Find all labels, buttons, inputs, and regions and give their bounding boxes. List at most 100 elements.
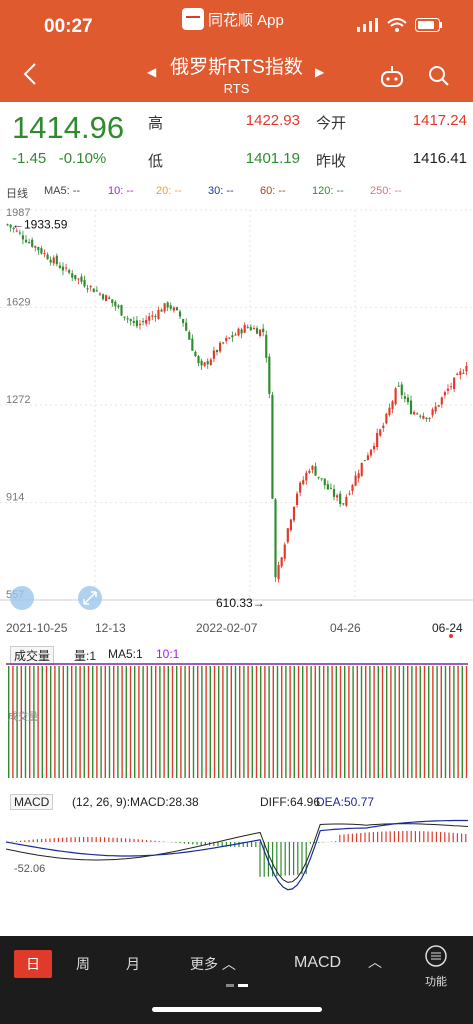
volume-bar [117, 666, 119, 778]
period-month-tab[interactable]: 月 [126, 956, 140, 972]
volume-chart[interactable]: 成交量 [0, 662, 473, 780]
candle-body [409, 400, 413, 415]
volume-bar [129, 666, 132, 778]
indicator-label: MACD [294, 954, 342, 971]
volume-bar [310, 666, 312, 778]
candle-body [382, 425, 385, 429]
candle-body [37, 246, 40, 251]
status-app-link[interactable]: 同花顺 App [182, 8, 284, 30]
volume-bar [16, 666, 18, 778]
candle-body [92, 288, 95, 293]
candle-body [83, 280, 86, 287]
status-bar: 00:27 同花顺 App [0, 0, 473, 50]
candle-body [336, 495, 339, 498]
period-week-tab[interactable]: 周 [76, 956, 90, 972]
volume-bar [33, 666, 35, 778]
volume-bar [352, 666, 354, 778]
volume-bar [205, 666, 207, 778]
volume-bar [159, 666, 161, 778]
candle-body [114, 301, 117, 307]
prev-index-arrow-icon[interactable]: ◀ [147, 65, 157, 79]
macd-selector[interactable]: MACD [10, 794, 54, 810]
x-tick-label: 12-13 [95, 621, 126, 635]
candle-body [332, 489, 336, 497]
candle-body [342, 503, 345, 505]
candle-body [255, 328, 259, 334]
candle-body [123, 316, 126, 318]
period-day-tab[interactable]: 日 [14, 950, 52, 978]
x-tick-label: 2021-10-25 [6, 621, 68, 635]
candle-body [141, 321, 145, 323]
function-button[interactable]: 功能 [420, 944, 452, 989]
candle-body [225, 338, 228, 342]
more-periods-button[interactable]: 更多 ︿ [178, 950, 248, 978]
volume-bar [58, 666, 60, 778]
price-chart[interactable]: 1987162912729145572021-10-2512-132022-02… [0, 200, 473, 640]
candle-body [68, 270, 71, 273]
volume-bar [113, 666, 115, 778]
candle-body [357, 473, 360, 479]
candle-body [249, 327, 252, 330]
candle-body [129, 319, 132, 321]
ma120-label: 120: -- [312, 185, 344, 197]
wifi-icon [387, 18, 407, 32]
search-icon[interactable] [428, 65, 450, 92]
next-index-arrow-icon[interactable]: ▶ [315, 65, 325, 79]
page-subtitle: RTS [223, 81, 250, 96]
candle-body [456, 373, 459, 376]
macd-chart[interactable]: -52.06 [0, 812, 473, 932]
volume-bar [432, 666, 434, 778]
volume-bar [255, 666, 258, 778]
price-change: -1.45 -0.10% [12, 150, 106, 167]
ma20-label: 20: -- [156, 185, 182, 197]
indicator-chevron-up-icon[interactable]: ︿ [368, 954, 382, 970]
y-tick-label: 914 [6, 492, 24, 504]
candle-body [191, 338, 194, 351]
candle-body [351, 485, 354, 492]
x-tick-label: 06-24 [432, 621, 463, 635]
volume-bar [335, 666, 337, 778]
robot-icon[interactable] [380, 66, 404, 93]
volume-bar [348, 666, 350, 778]
candle-body [126, 318, 129, 320]
candle-body [320, 478, 323, 480]
candle-body [169, 305, 172, 309]
back-icon[interactable] [22, 62, 38, 93]
candle-body [157, 309, 160, 319]
candle-body [6, 224, 9, 226]
candle-body [305, 472, 308, 481]
app-logo-icon [182, 8, 204, 30]
volume-bar [192, 666, 195, 778]
volume-bar [386, 666, 388, 778]
candle-body [437, 405, 440, 407]
indicator-selector[interactable]: MACD [294, 954, 341, 972]
candle-body [363, 460, 366, 462]
volume-bar [394, 666, 396, 778]
volume-bar [71, 666, 73, 778]
title-block: 俄罗斯RTS指数 RTS [0, 52, 473, 96]
signal-icon [357, 18, 378, 32]
candle-body [132, 320, 135, 323]
candle-body [148, 316, 151, 321]
volume-bar [213, 666, 216, 778]
candle-body [151, 315, 154, 317]
candle-body [360, 462, 363, 476]
volume-bar [226, 666, 228, 778]
candle-body [431, 409, 434, 416]
candle-body [366, 455, 369, 460]
ma5-label: MA5: -- [44, 185, 81, 197]
candle-body [49, 259, 52, 263]
macd-dea: DEA:50.77 [316, 795, 375, 809]
volume-bar [419, 666, 421, 778]
more-label: 更多 [190, 956, 218, 972]
candle-body [138, 323, 142, 326]
volume-bar [411, 666, 413, 778]
ma60-label: 60: -- [260, 185, 286, 197]
candle-body [117, 305, 120, 308]
candle-body [163, 303, 166, 312]
candle-body [215, 350, 219, 353]
shrink-chart-icon[interactable] [10, 586, 34, 610]
volume-bar [104, 666, 106, 778]
volume-bar [436, 666, 438, 778]
volume-bar [293, 666, 295, 778]
